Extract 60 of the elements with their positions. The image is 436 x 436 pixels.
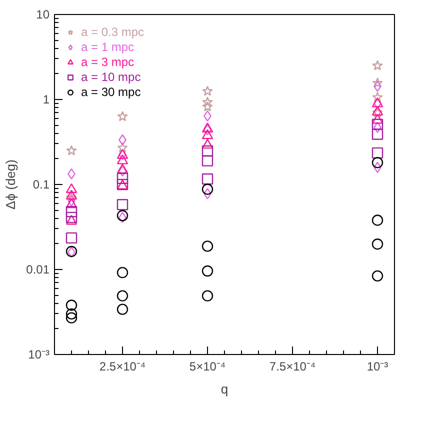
point [116, 304, 128, 315]
point [66, 214, 78, 225]
point [372, 128, 384, 140]
point [66, 312, 78, 324]
point [372, 60, 383, 70]
legend-label: a = 3 mpc [81, 54, 134, 69]
point [372, 157, 384, 168]
legend-label: a = 1 mpc [81, 39, 134, 54]
x-tick-label: 7.5×10⁻⁴ [269, 360, 316, 374]
point [372, 270, 384, 282]
y-tick-label: 10 [36, 8, 50, 22]
point [372, 114, 384, 124]
point [372, 214, 384, 226]
x-tick-label: 10⁻³ [366, 360, 388, 374]
point [202, 101, 213, 112]
point [116, 154, 128, 164]
y-tick-label: 10⁻³ [28, 348, 50, 362]
point [66, 183, 78, 194]
point [202, 86, 213, 96]
point [66, 232, 78, 244]
point [202, 265, 214, 277]
point [202, 155, 214, 166]
point [117, 110, 128, 122]
point [66, 198, 78, 208]
point [116, 164, 128, 174]
legend-label: a = 30 mpc [81, 84, 141, 99]
point [202, 138, 214, 149]
point [66, 145, 77, 156]
point [66, 300, 78, 311]
point [116, 290, 128, 302]
point [202, 290, 214, 302]
point [202, 145, 214, 157]
point [202, 129, 214, 140]
y-axis-title: Δϕ (deg) [3, 160, 18, 210]
point [372, 147, 384, 159]
point [66, 206, 78, 218]
point [116, 266, 128, 278]
point [202, 240, 214, 252]
y-tick-label: 0.01 [26, 262, 50, 276]
point [202, 96, 213, 107]
point [372, 238, 384, 250]
x-tick-label: 2.5×10⁻⁴ [99, 360, 146, 374]
y-tick-label: 0.1 [32, 178, 50, 192]
x-axis-title: q [220, 382, 228, 396]
point [372, 77, 383, 88]
point [372, 92, 383, 102]
legend-label: a = 10 mpc [81, 69, 141, 84]
point [202, 184, 214, 195]
point [66, 212, 78, 224]
y-tick-label: 1 [42, 92, 50, 106]
point [202, 122, 214, 132]
point [66, 190, 78, 200]
point [202, 173, 214, 185]
x-tick-label: 5×10⁻⁴ [189, 360, 226, 374]
point [116, 172, 128, 184]
point [117, 142, 128, 152]
legend-label: a = 0.3 mpc [81, 24, 144, 39]
point [116, 199, 128, 210]
point [66, 308, 78, 320]
point [372, 118, 384, 130]
